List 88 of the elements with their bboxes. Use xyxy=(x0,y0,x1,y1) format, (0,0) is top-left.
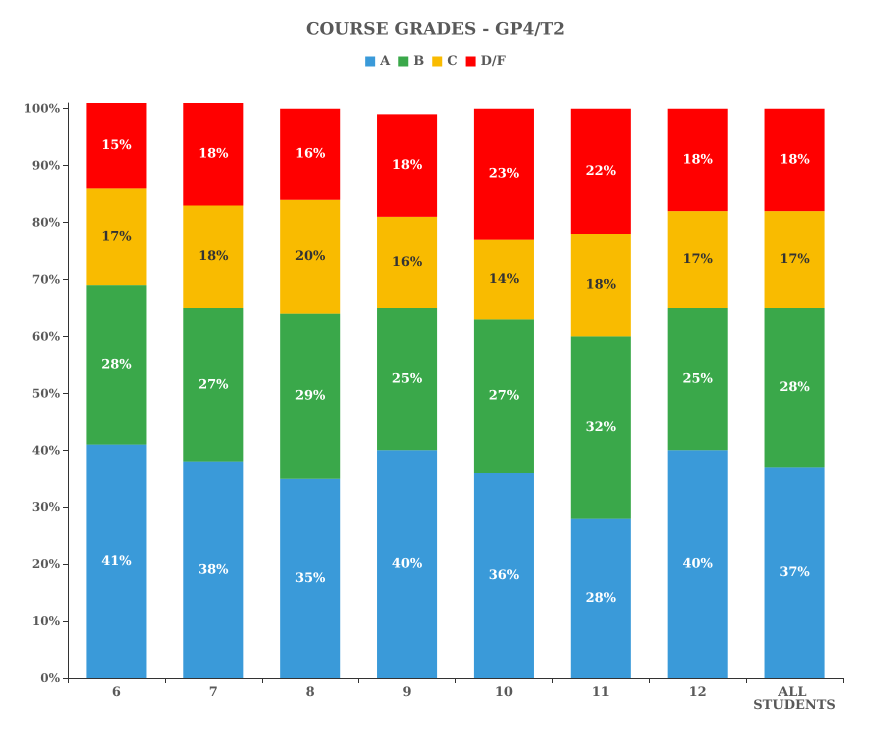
data-label: 29% xyxy=(294,388,326,404)
data-label: 17% xyxy=(101,229,132,244)
data-label: 18% xyxy=(586,278,617,293)
data-label: 18% xyxy=(198,146,230,162)
data-label: 25% xyxy=(682,372,714,387)
y-tick-label: 20% xyxy=(32,557,61,572)
bar xyxy=(86,103,146,188)
bar xyxy=(474,319,534,474)
data-label: 23% xyxy=(488,166,520,182)
bar xyxy=(377,216,438,308)
data-label: 22% xyxy=(586,164,617,179)
legend-label: A xyxy=(379,54,392,69)
bar xyxy=(474,473,534,678)
y-tick-label: 80% xyxy=(32,216,61,230)
data-label: 17% xyxy=(682,252,714,268)
legend-label: C xyxy=(447,54,458,69)
bar xyxy=(570,234,631,336)
bar xyxy=(86,444,146,678)
data-label: 16% xyxy=(294,146,326,162)
legend-label: B xyxy=(413,54,424,69)
bar xyxy=(280,108,340,200)
bar xyxy=(668,308,728,450)
bar xyxy=(474,240,534,320)
chart-title: COURSE GRADES - GP4/T2 xyxy=(306,20,565,40)
x-tick-label: 8 xyxy=(306,685,315,700)
y-tick-label: 30% xyxy=(32,500,61,514)
bar xyxy=(280,314,340,479)
y-tick-label: 70% xyxy=(32,272,61,286)
y-tick-label: 60% xyxy=(32,329,61,344)
bar xyxy=(183,308,244,462)
bar xyxy=(764,108,825,212)
y-tick-label: 50% xyxy=(32,386,61,400)
x-tick-label: ALL STUDENTS xyxy=(753,685,836,713)
legend-label: D/F xyxy=(480,54,507,69)
bar xyxy=(570,518,631,678)
x-tick-label: 6 xyxy=(112,685,121,700)
x-tick-label: 10 xyxy=(494,685,513,700)
data-label: 14% xyxy=(488,272,520,287)
data-label: 35% xyxy=(294,570,326,586)
bar xyxy=(570,108,631,234)
data-label: 17% xyxy=(779,252,810,268)
bar xyxy=(668,450,728,678)
data-label: 27% xyxy=(198,377,230,392)
bar xyxy=(183,205,244,308)
bar xyxy=(280,478,340,678)
data-label: 38% xyxy=(198,562,230,578)
data-label: 28% xyxy=(101,357,132,372)
data-label: 37% xyxy=(779,565,810,580)
data-label: 20% xyxy=(294,249,326,264)
y-tick-label: 0% xyxy=(40,671,61,685)
x-tick-label: 11 xyxy=(592,685,610,700)
bar xyxy=(764,467,825,678)
data-label: 41% xyxy=(101,554,132,569)
bar xyxy=(86,285,146,445)
bar xyxy=(668,211,728,308)
data-label: 40% xyxy=(682,556,714,572)
bar xyxy=(377,308,438,450)
data-label: 18% xyxy=(779,152,810,168)
bar xyxy=(570,336,631,519)
y-tick-label: 100% xyxy=(24,102,61,116)
bar xyxy=(183,462,244,678)
bar xyxy=(86,188,146,286)
bar xyxy=(764,211,825,308)
bar xyxy=(280,200,340,314)
bar xyxy=(474,108,534,240)
data-label: 18% xyxy=(392,158,423,174)
bar xyxy=(764,308,825,468)
data-label: 32% xyxy=(586,420,617,436)
x-tick-label: 12 xyxy=(688,685,707,700)
data-label: 28% xyxy=(586,590,617,606)
x-tick-label: 9 xyxy=(402,685,412,700)
bar xyxy=(668,108,728,212)
x-tick-label: 7 xyxy=(208,685,218,700)
data-label: 15% xyxy=(101,138,132,154)
data-label: 40% xyxy=(392,556,423,572)
y-tick-label: 40% xyxy=(32,443,61,458)
data-label: 36% xyxy=(488,568,520,584)
bar xyxy=(377,450,438,678)
data-label: 25% xyxy=(392,372,423,387)
y-tick-label: 90% xyxy=(32,158,61,173)
data-label: 18% xyxy=(682,152,714,168)
bar xyxy=(377,114,438,217)
bar xyxy=(183,103,244,206)
y-tick-label: 10% xyxy=(32,614,61,628)
data-label: 27% xyxy=(488,388,520,404)
data-label: 28% xyxy=(779,380,810,396)
data-label: 16% xyxy=(392,254,423,270)
data-label: 18% xyxy=(198,249,230,264)
